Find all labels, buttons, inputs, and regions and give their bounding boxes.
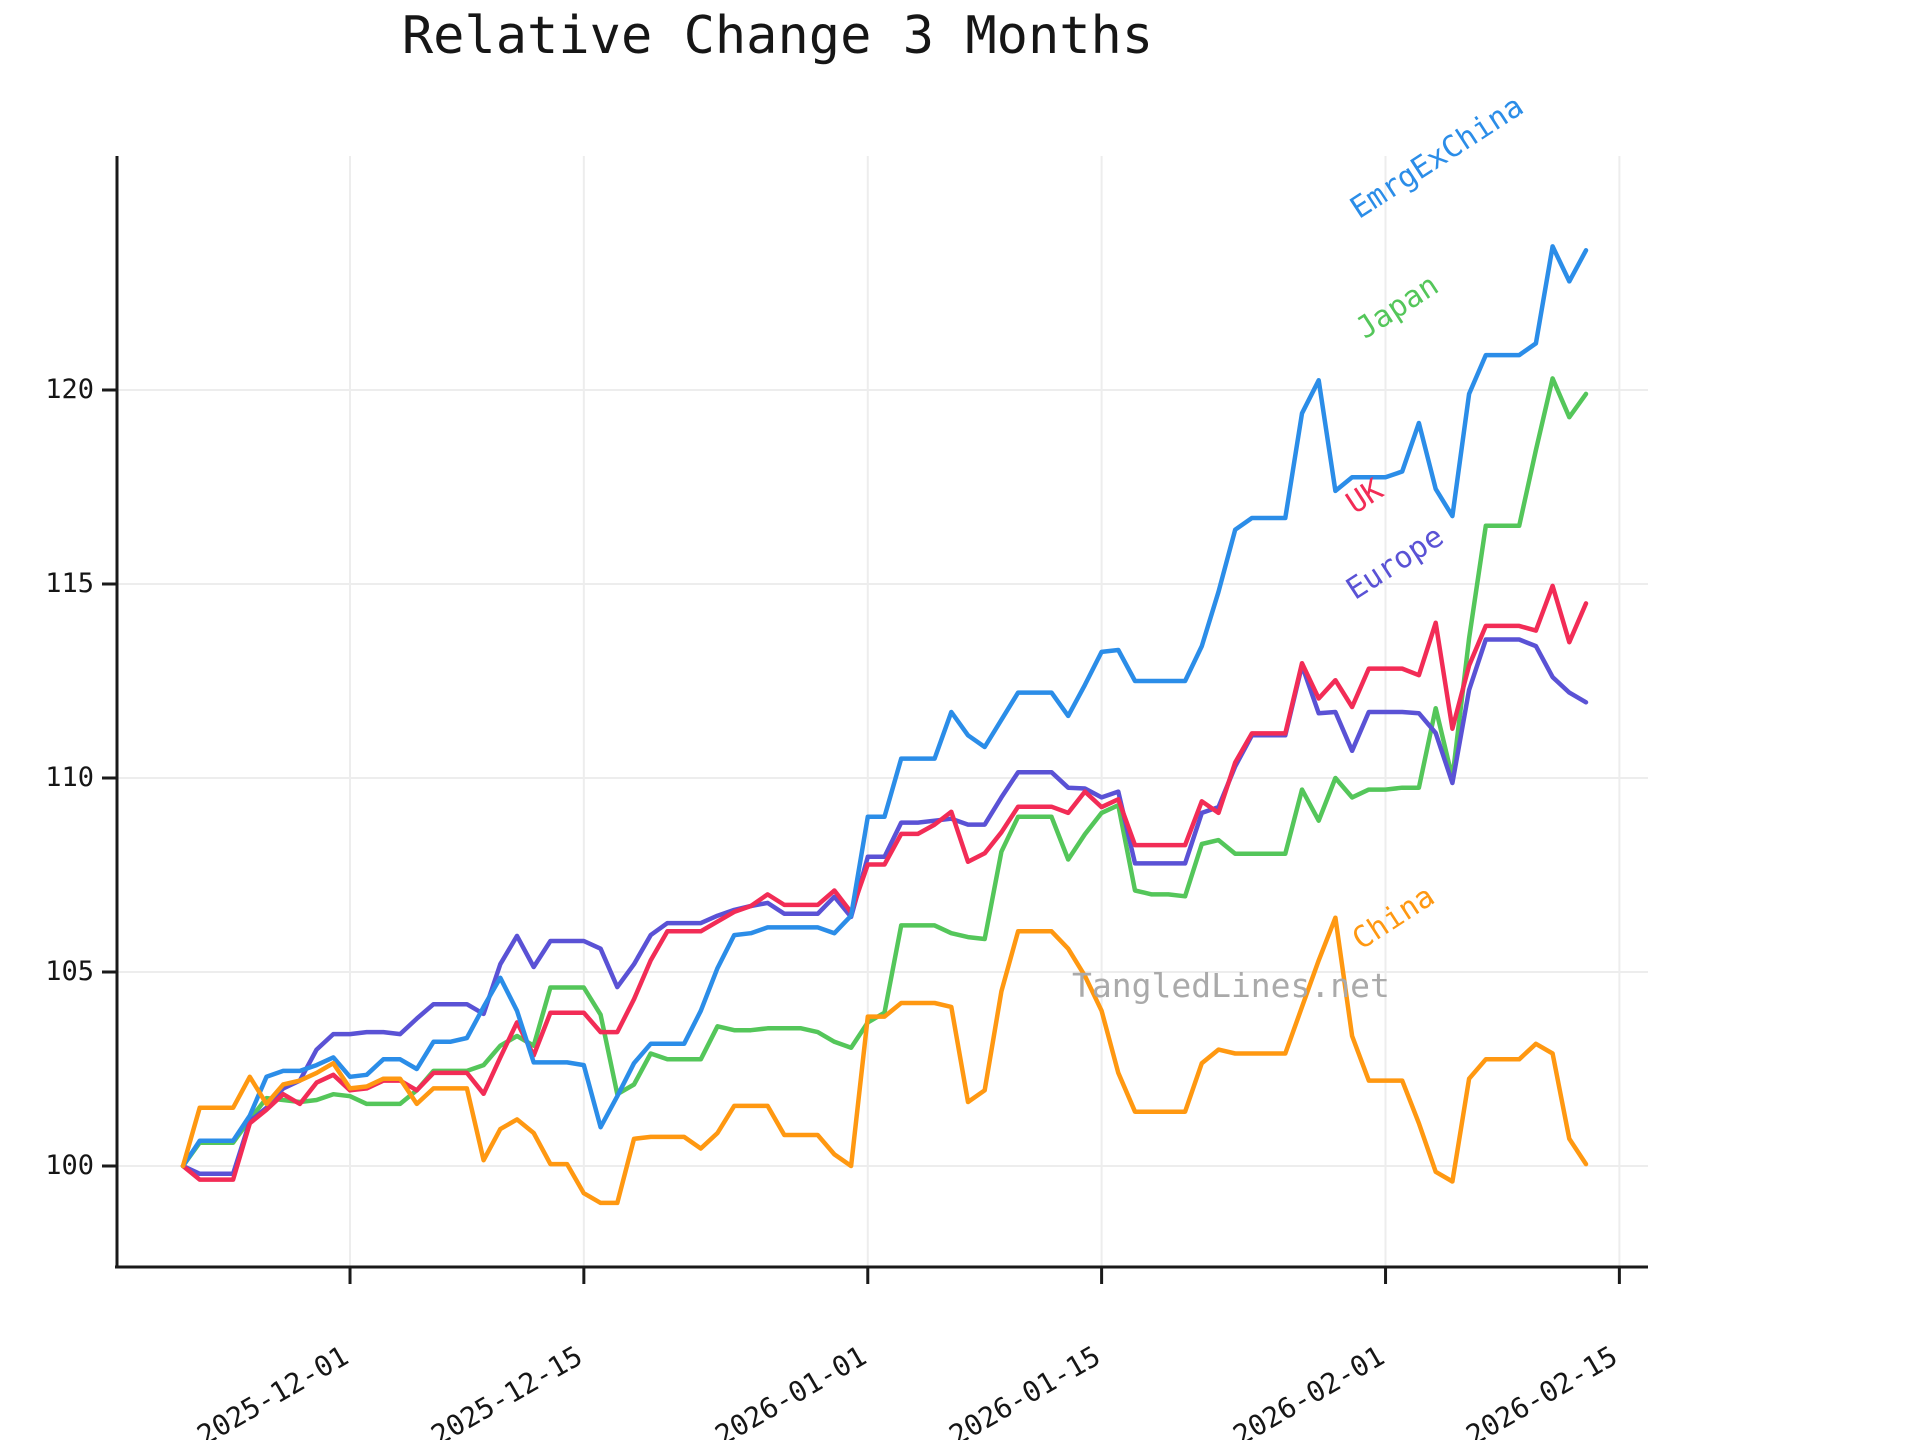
series-line-emrgexchina: [180, 244, 1589, 1169]
y-tick-label: 105: [45, 956, 94, 987]
series-line-europe: [180, 637, 1589, 1177]
y-tick-label: 110: [45, 762, 94, 793]
y-tick-label: 120: [45, 374, 94, 405]
series-line-uk: [180, 583, 1589, 1182]
watermark: TangledLines.net: [1072, 966, 1390, 1005]
chart-title: Relative Change 3 Months: [401, 6, 1154, 66]
y-tick-label: 115: [45, 568, 94, 599]
y-tick-label: 100: [45, 1150, 94, 1181]
series-line-china: [180, 915, 1589, 1206]
